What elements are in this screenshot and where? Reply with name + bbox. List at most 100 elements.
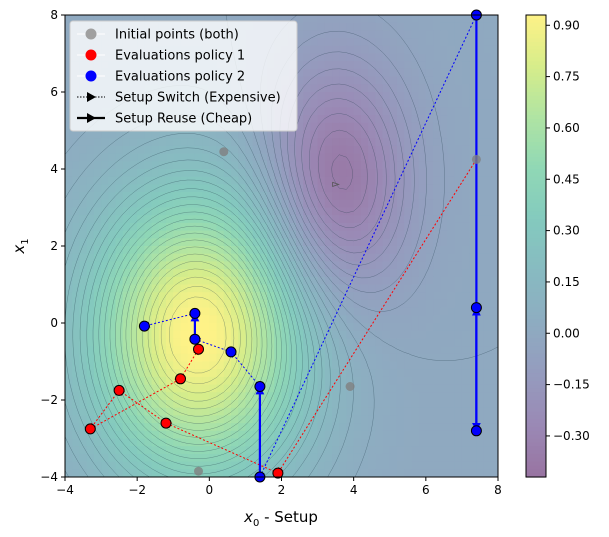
contour-cell bbox=[440, 215, 449, 224]
contour-cell bbox=[440, 176, 449, 185]
contour-cell bbox=[216, 346, 225, 355]
contour-cell bbox=[396, 184, 405, 193]
contour-cell bbox=[65, 15, 73, 24]
contour-cell bbox=[447, 138, 456, 147]
contour-cell bbox=[303, 453, 311, 463]
contour-cell bbox=[230, 169, 239, 178]
contour-cell bbox=[447, 215, 456, 224]
contour-cell bbox=[339, 423, 348, 432]
contour-cell bbox=[93, 376, 102, 386]
contour-cell bbox=[173, 215, 182, 224]
contour-cell bbox=[353, 45, 362, 55]
contour-cell bbox=[230, 299, 239, 309]
contour-cell bbox=[339, 184, 348, 193]
contour-cell bbox=[440, 84, 449, 93]
contour-cell bbox=[396, 215, 405, 224]
contour-cell bbox=[483, 122, 492, 132]
contour-cell bbox=[274, 392, 283, 401]
contour-cell bbox=[122, 376, 131, 386]
contour-cell bbox=[324, 222, 333, 232]
contour-cell bbox=[360, 215, 369, 224]
contour-cell bbox=[418, 207, 427, 216]
contour-cell bbox=[108, 299, 117, 309]
contour-cell bbox=[180, 276, 189, 286]
contour-cell bbox=[238, 407, 247, 416]
contour-cell bbox=[288, 299, 297, 309]
contour-cell bbox=[122, 361, 131, 370]
contour-cell bbox=[389, 284, 398, 293]
contour-cell bbox=[295, 330, 304, 339]
colorbar-band bbox=[526, 407, 546, 413]
contour-cell bbox=[476, 461, 485, 470]
contour-cell bbox=[166, 238, 174, 247]
contour-cell bbox=[245, 169, 254, 178]
contour-cell bbox=[267, 261, 275, 270]
contour-cell bbox=[396, 161, 405, 170]
contour-cell bbox=[288, 330, 297, 339]
contour-cell bbox=[274, 446, 283, 455]
contour-cell bbox=[93, 246, 102, 255]
contour-cell bbox=[375, 192, 384, 201]
contour-cell bbox=[346, 246, 355, 255]
contour-cell bbox=[310, 430, 319, 440]
contour-cell bbox=[418, 330, 427, 339]
contour-cell bbox=[303, 130, 311, 139]
contour-cell bbox=[396, 438, 405, 447]
contour-cell bbox=[324, 353, 333, 363]
contour-cell bbox=[194, 392, 203, 401]
contour-cell bbox=[281, 415, 290, 424]
contour-cell bbox=[122, 392, 131, 401]
contour-cell bbox=[425, 246, 434, 255]
contour-cell bbox=[202, 415, 210, 424]
contour-cell bbox=[418, 99, 427, 108]
contour-cell bbox=[396, 338, 405, 347]
colorbar-band bbox=[526, 469, 546, 474]
colorbar-band bbox=[526, 222, 546, 228]
contour-cell bbox=[295, 353, 304, 363]
contour-cell bbox=[404, 84, 412, 93]
contour-cell bbox=[433, 68, 441, 78]
contour-cell bbox=[151, 145, 160, 155]
contour-cell bbox=[129, 15, 138, 24]
contour-cell bbox=[72, 145, 81, 155]
contour-cell bbox=[295, 307, 304, 316]
contour-cell bbox=[317, 61, 326, 70]
contour-cell bbox=[122, 192, 131, 201]
contour-cell bbox=[368, 84, 376, 93]
contour-cell bbox=[476, 269, 485, 278]
colorbar-band bbox=[526, 145, 546, 151]
contour-cell bbox=[490, 384, 498, 393]
contour-cell bbox=[173, 323, 182, 332]
contour-cell bbox=[137, 292, 145, 301]
contour-cell bbox=[454, 45, 463, 55]
contour-cell bbox=[216, 384, 225, 393]
contour-cell bbox=[209, 199, 218, 209]
contour-cell bbox=[108, 261, 117, 270]
contour-cell bbox=[209, 384, 218, 393]
contour-cell bbox=[447, 469, 456, 477]
colorbar-band bbox=[526, 411, 546, 416]
contour-cell bbox=[368, 184, 376, 193]
contour-cell bbox=[317, 215, 326, 224]
contour-cell bbox=[332, 138, 340, 147]
contour-cell bbox=[166, 253, 174, 262]
contour-cell bbox=[93, 169, 102, 178]
contour-cell bbox=[483, 169, 492, 178]
contour-cell bbox=[144, 384, 153, 393]
contour-cell bbox=[476, 438, 485, 447]
contour-cell bbox=[101, 338, 109, 347]
contour-cell bbox=[252, 330, 261, 339]
contour-cell bbox=[288, 423, 297, 432]
contour-cell bbox=[180, 438, 189, 447]
contour-cell bbox=[360, 253, 369, 262]
contour-cell bbox=[295, 400, 304, 409]
contour-cell bbox=[238, 338, 247, 347]
contour-cell bbox=[433, 161, 441, 170]
contour-cell bbox=[173, 238, 182, 247]
contour-cell bbox=[353, 199, 362, 209]
contour-cell bbox=[216, 169, 225, 178]
contour-cell bbox=[368, 169, 376, 178]
contour-cell bbox=[353, 92, 362, 101]
contour-cell bbox=[425, 369, 434, 378]
contour-cell bbox=[447, 400, 456, 409]
